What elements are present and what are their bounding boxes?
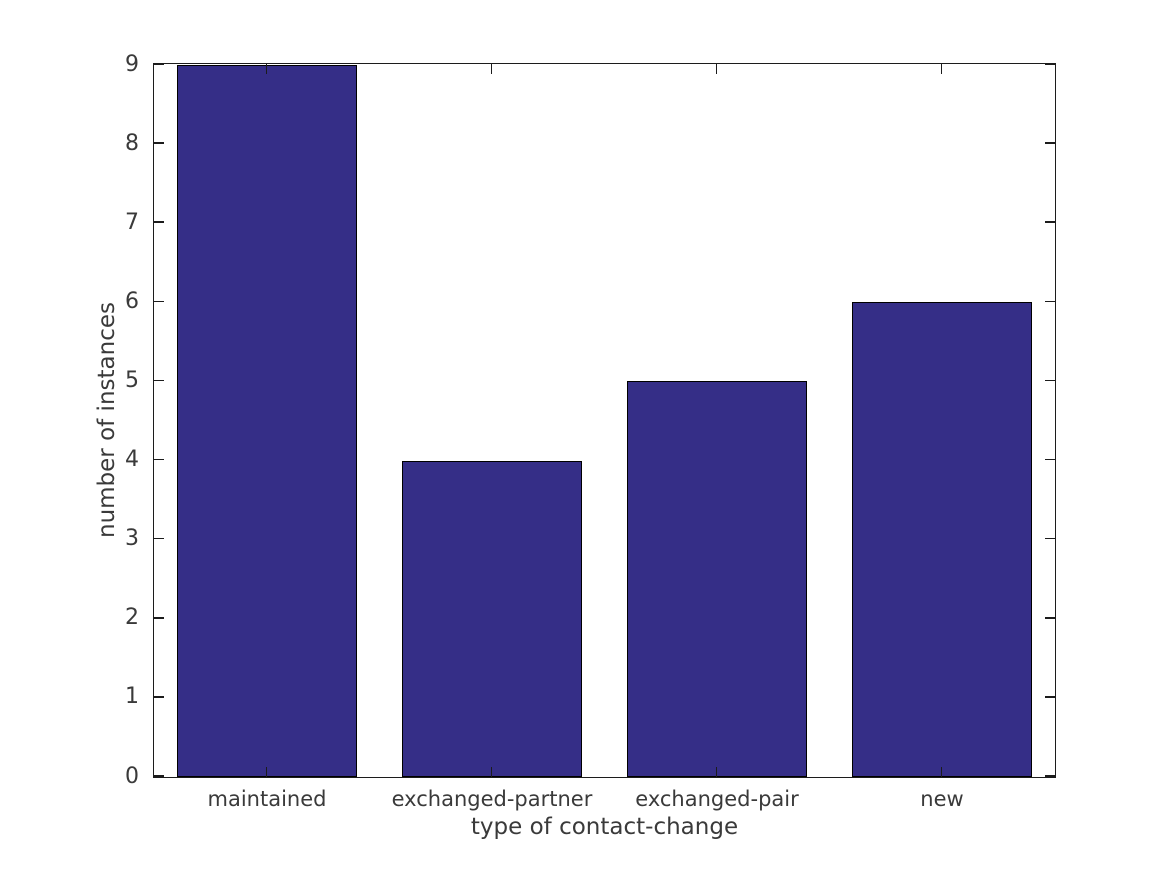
y-tick-mark-5: [1045, 379, 1055, 382]
y-tick-mark-8: [1045, 142, 1055, 144]
bar-maintained: [176, 65, 357, 777]
x-axis-label: type of contact-change: [470, 814, 739, 840]
y-tick-mark-7: [154, 221, 164, 223]
y-tick-label-9: 9: [125, 51, 139, 77]
y-tick-mark-7: [1045, 221, 1055, 223]
y-tick-label-8: 8: [125, 130, 139, 156]
y-tick-mark-2: [154, 617, 164, 619]
y-tick-mark-3: [154, 537, 164, 540]
bar-exchanged-pair: [626, 381, 807, 777]
y-tick-label-0: 0: [125, 763, 139, 789]
y-tick-mark-9: [154, 63, 164, 65]
y-tick-label-2: 2: [125, 605, 139, 631]
y-tick-label-7: 7: [125, 209, 139, 235]
plot-area: [153, 63, 1056, 778]
x-tick-mark-exchanged-partner: [490, 64, 493, 74]
y-tick-mark-4: [1045, 458, 1055, 461]
y-axis-label: number of instances: [94, 302, 120, 538]
x-tick-mark-new: [940, 64, 943, 74]
y-tick-mark-0: [1045, 775, 1055, 777]
x-tick-mark-maintained: [265, 767, 268, 777]
y-tick-mark-5: [154, 379, 164, 382]
bar-new: [851, 302, 1032, 777]
y-tick-mark-9: [1045, 63, 1055, 65]
x-tick-mark-new: [940, 767, 943, 777]
bar-exchanged-partner: [401, 460, 582, 777]
y-tick-label-3: 3: [125, 526, 139, 552]
y-tick-label-6: 6: [125, 288, 139, 314]
y-tick-mark-6: [154, 300, 164, 303]
x-tick-label-exchanged-pair: exchanged-pair: [635, 787, 799, 811]
y-tick-mark-2: [1045, 617, 1055, 619]
x-tick-mark-maintained: [265, 64, 268, 74]
x-tick-label-new: new: [920, 787, 964, 811]
y-tick-label-5: 5: [125, 367, 139, 393]
x-tick-mark-exchanged-pair: [715, 64, 718, 74]
y-tick-mark-3: [1045, 537, 1055, 540]
y-tick-label-1: 1: [125, 684, 139, 710]
y-tick-mark-6: [1045, 300, 1055, 303]
x-tick-label-exchanged-partner: exchanged-partner: [391, 787, 593, 811]
x-tick-mark-exchanged-partner: [490, 767, 493, 777]
x-tick-mark-exchanged-pair: [715, 767, 718, 777]
y-tick-mark-0: [154, 775, 164, 777]
y-tick-mark-1: [154, 696, 164, 698]
x-tick-label-maintained: maintained: [207, 787, 327, 811]
y-tick-mark-1: [1045, 696, 1055, 698]
y-tick-mark-4: [154, 458, 164, 461]
y-tick-mark-8: [154, 142, 164, 144]
y-tick-label-4: 4: [125, 447, 139, 473]
